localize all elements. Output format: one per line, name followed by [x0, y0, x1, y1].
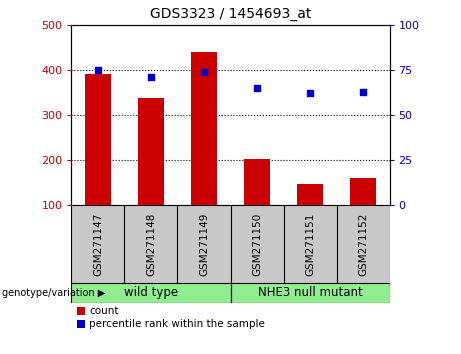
Title: GDS3323 / 1454693_at: GDS3323 / 1454693_at: [150, 7, 311, 21]
Text: GSM271147: GSM271147: [93, 212, 103, 276]
Point: [94, 67, 101, 73]
Text: GSM271148: GSM271148: [146, 212, 156, 276]
Point: [148, 74, 155, 80]
Point: [359, 89, 366, 95]
Text: genotype/variation ▶: genotype/variation ▶: [2, 288, 106, 298]
Point: [306, 91, 313, 96]
Text: NHE3 null mutant: NHE3 null mutant: [258, 286, 362, 299]
Bar: [244, 159, 270, 205]
Bar: [138, 98, 164, 205]
Bar: [191, 52, 217, 205]
Legend: count, percentile rank within the sample: count, percentile rank within the sample: [77, 306, 265, 329]
Text: GSM271150: GSM271150: [252, 213, 262, 276]
Bar: [85, 74, 111, 205]
Bar: [297, 184, 323, 205]
Text: GSM271151: GSM271151: [305, 212, 315, 276]
Bar: [350, 178, 376, 205]
Point: [254, 85, 261, 91]
Point: [200, 69, 207, 75]
Text: wild type: wild type: [124, 286, 178, 299]
Text: GSM271152: GSM271152: [358, 212, 368, 276]
Text: GSM271149: GSM271149: [199, 212, 209, 276]
